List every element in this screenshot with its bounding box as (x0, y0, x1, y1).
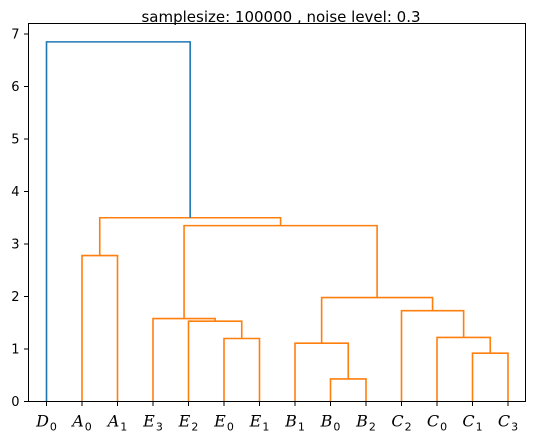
dendrogram-link (322, 298, 433, 344)
leaf-label: C3 (498, 412, 518, 434)
leaf-label-letter: E (178, 412, 191, 431)
leaf-label-subscript: 0 (50, 421, 57, 434)
dendrogram-link (184, 226, 377, 319)
leaf-label-subscript: 0 (440, 421, 447, 434)
dendrogram-link (402, 311, 464, 402)
leaf-label-letter: E (142, 412, 155, 431)
leaf-label: B2 (355, 412, 376, 434)
leaf-label-letter: C (498, 412, 510, 431)
dendrogram-link (82, 256, 118, 402)
dendrogram-link (47, 42, 191, 402)
leaf-label-subscript: 1 (262, 421, 269, 434)
leaf-label-letter: E (249, 412, 262, 431)
leaf-label-subscript: 3 (156, 421, 163, 434)
y-tick-label: 4 (11, 185, 19, 200)
leaf-label: A1 (106, 412, 128, 434)
y-tick-label: 7 (11, 28, 19, 43)
leaf-label-letter: B (355, 412, 368, 431)
leaf-label: B0 (320, 412, 341, 434)
dendrogram-link (153, 319, 215, 402)
leaf-label-subscript: 1 (120, 421, 127, 434)
leaf-label-subscript: 0 (85, 421, 92, 434)
y-axis-ticks: 0 1 2 3 4 5 6 7 (11, 28, 28, 411)
y-tick-label: 2 (11, 290, 19, 305)
leaf-label-letter: D (35, 412, 49, 431)
leaf-label-subscript: 3 (511, 421, 518, 434)
leaf-label-letter: B (284, 412, 297, 431)
y-tick-label: 0 (11, 395, 19, 410)
leaf-label-letter: C (462, 412, 474, 431)
leaf-label-letter: C (427, 412, 439, 431)
x-axis-ticks: D0A0A1E3E2E0E1B1B0B2C2C0C1C3 (35, 402, 518, 434)
leaf-label-subscript: 1 (476, 421, 483, 434)
dendrogram-link (331, 379, 367, 402)
axes-frame (29, 24, 526, 402)
leaf-label-subscript: 0 (333, 421, 340, 434)
dendrogram-links (47, 42, 509, 402)
y-tick-label: 1 (11, 343, 19, 358)
dendrogram-link (100, 218, 281, 256)
leaf-label-letter: E (213, 412, 226, 431)
leaf-label: D0 (35, 412, 57, 434)
y-tick-label: 6 (11, 80, 19, 95)
leaf-label: E1 (249, 412, 270, 434)
leaf-label: E2 (178, 412, 199, 434)
leaf-label-letter: A (70, 412, 84, 431)
leaf-label-letter: C (391, 412, 403, 431)
dendrogram-link (295, 343, 348, 401)
leaf-label-subscript: 2 (369, 421, 376, 434)
leaf-label: A0 (70, 412, 92, 434)
y-tick-label: 5 (11, 133, 19, 148)
leaf-label: E0 (213, 412, 234, 434)
leaf-label: C0 (427, 412, 447, 434)
leaf-label: B1 (284, 412, 305, 434)
dendrogram-link (473, 353, 509, 401)
dendrogram-link (437, 337, 490, 401)
leaf-label-subscript: 1 (298, 421, 305, 434)
leaf-label-subscript: 0 (227, 421, 234, 434)
leaf-label-subscript: 2 (405, 421, 412, 434)
leaf-label: C1 (462, 412, 482, 434)
leaf-label-letter: A (106, 412, 120, 431)
dendrogram-link (224, 339, 260, 402)
dendrogram-link (189, 321, 242, 401)
y-tick-label: 3 (11, 238, 19, 253)
leaf-label-letter: B (320, 412, 333, 431)
leaf-label: C2 (391, 412, 411, 434)
leaf-label-subscript: 2 (191, 421, 198, 434)
leaf-label: E3 (142, 412, 163, 434)
